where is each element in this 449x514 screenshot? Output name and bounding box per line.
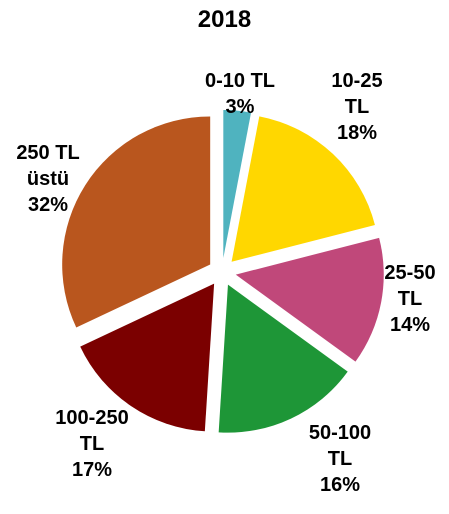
category-label: 100-250 TL bbox=[55, 407, 129, 455]
value-label: 32% bbox=[27, 194, 69, 216]
category-label: 10-25 TL bbox=[331, 70, 383, 118]
value-label: 3% bbox=[225, 96, 255, 118]
pie-slice bbox=[80, 283, 215, 432]
slice-label: 10-25 TL 18% bbox=[322, 68, 392, 146]
slice-label: 0-10 TL 3% bbox=[190, 68, 290, 120]
value-label: 18% bbox=[336, 122, 378, 144]
pie-slice bbox=[223, 110, 252, 259]
category-label: 50-100 TL bbox=[308, 422, 372, 470]
value-label: 17% bbox=[71, 459, 113, 481]
category-label: 25-50 TL bbox=[384, 262, 436, 310]
value-label: 14% bbox=[389, 314, 431, 336]
chart-title: 2018 bbox=[197, 6, 252, 33]
slice-label: 25-50 TL 14% bbox=[375, 260, 445, 338]
pie-slice bbox=[62, 116, 211, 328]
slice-label: 50-100 TL 16% bbox=[295, 420, 385, 498]
pie-slice bbox=[218, 284, 348, 433]
slice-label: 250 TL üstü 32% bbox=[3, 140, 93, 218]
pie-slice bbox=[231, 116, 375, 262]
pie-slice bbox=[235, 237, 384, 362]
slice-label: 100-250 TL 17% bbox=[42, 405, 142, 483]
category-label: 0-10 TL bbox=[204, 70, 276, 92]
category-label: 250 TL üstü bbox=[16, 142, 80, 190]
value-label: 16% bbox=[319, 474, 361, 496]
